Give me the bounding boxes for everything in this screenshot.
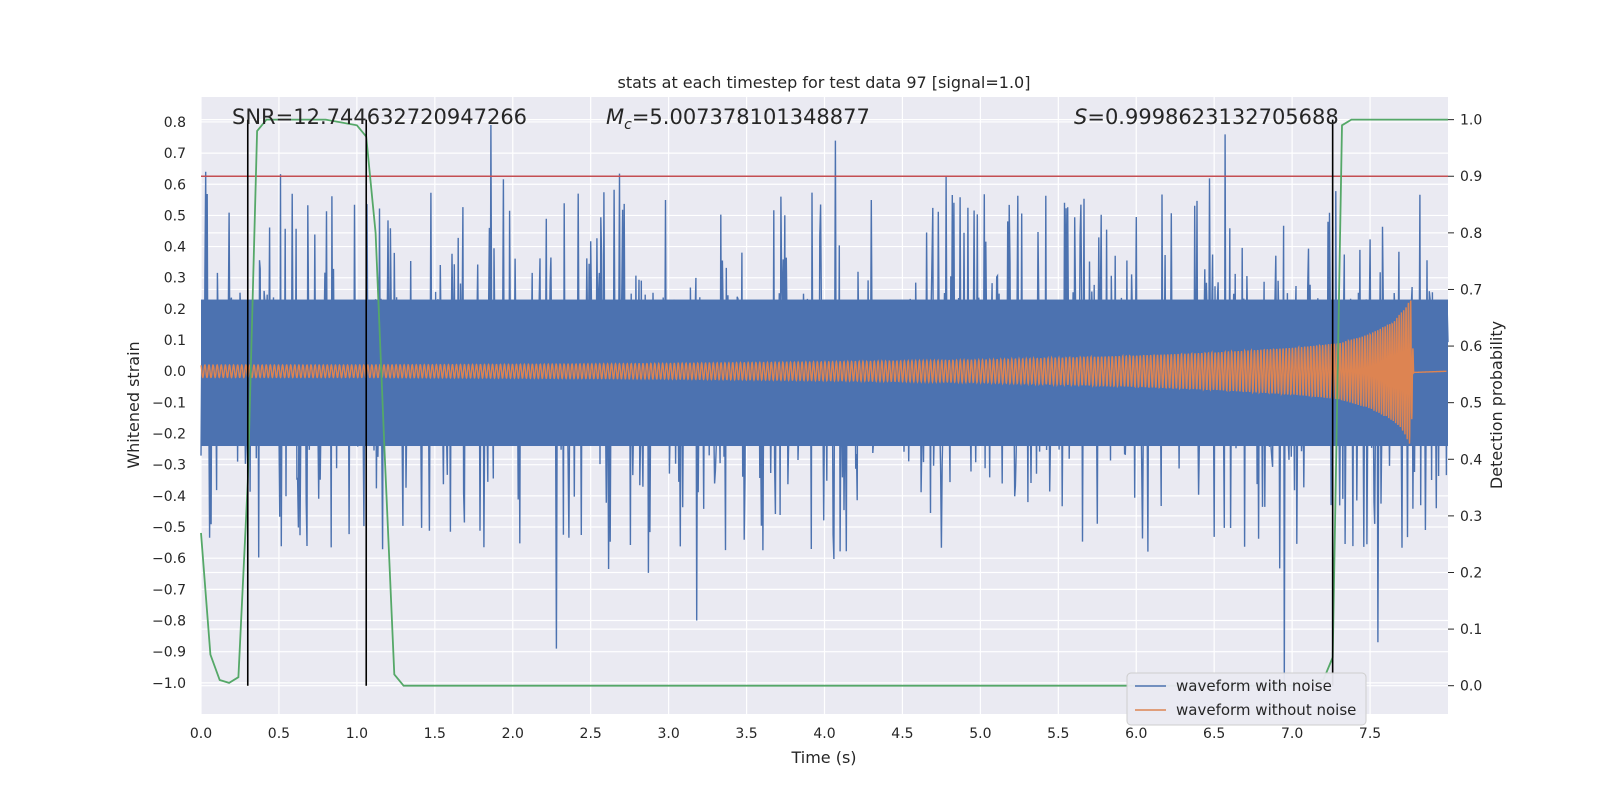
y-tick-label: 0.1 bbox=[164, 333, 186, 349]
x-tick-label: 6.5 bbox=[1203, 726, 1225, 742]
y-tick-label: −0.9 bbox=[152, 645, 186, 661]
y-tick-labels: 0.8 0.7 0.6 0.5 0.4 0.3 0.2 0.1 0.0 −0.1 −0.2 −0.3 −… bbox=[152, 115, 186, 692]
y-right-tick-label: 0.2 bbox=[1460, 565, 1482, 581]
y-tick-label: 0.3 bbox=[164, 271, 186, 287]
x-tick-label: 3.0 bbox=[657, 726, 679, 742]
chirp-mass-symbol: M bbox=[606, 105, 624, 129]
chirp-mass-annotation: Mc=5.007378101348877 bbox=[606, 105, 870, 133]
y-right-tick-label: 0.8 bbox=[1460, 226, 1482, 242]
y-tick-label: 0.7 bbox=[164, 146, 186, 162]
x-tick-label: 0.0 bbox=[190, 726, 212, 742]
y-tick-label: −0.8 bbox=[152, 614, 186, 630]
chirp-mass-subscript: c bbox=[624, 117, 632, 133]
x-tick-label: 4.5 bbox=[891, 726, 913, 742]
y-tick-label: 0.0 bbox=[164, 364, 186, 380]
x-tick-label: 3.5 bbox=[735, 726, 757, 742]
y-tick-label: 0.2 bbox=[164, 302, 186, 318]
y-tick-label: −0.5 bbox=[152, 520, 186, 536]
s-annotation: S=0.9998623132705688 bbox=[1074, 105, 1339, 129]
x-axis-label: Time (s) bbox=[790, 748, 856, 767]
x-tick-label: 5.5 bbox=[1047, 726, 1069, 742]
x-tick-label: 7.0 bbox=[1281, 726, 1303, 742]
y-right-axis-label: Detection probability bbox=[1487, 321, 1506, 489]
legend-label-noise: waveform with noise bbox=[1176, 677, 1332, 695]
y-tick-label: 0.6 bbox=[164, 177, 186, 193]
clean-trace bbox=[200, 300, 1447, 444]
y-tick-label: 0.5 bbox=[164, 208, 186, 224]
x-tick-label: 7.5 bbox=[1359, 726, 1381, 742]
series-detection-probability bbox=[200, 118, 1448, 687]
y-tick-label: −0.1 bbox=[152, 395, 186, 411]
chart-title: stats at each timestep for test data 97 … bbox=[618, 73, 1031, 92]
y-right-tick-label: 0.5 bbox=[1460, 396, 1482, 412]
x-tick-label: 5.0 bbox=[969, 726, 991, 742]
legend: waveform with noise waveform without noi… bbox=[1126, 672, 1367, 726]
y-tick-label: −0.4 bbox=[152, 489, 186, 505]
x-tick-label: 1.0 bbox=[346, 726, 368, 742]
x-tick-label: 2.5 bbox=[580, 726, 602, 742]
series-waveform-without-noise bbox=[200, 300, 1447, 444]
x-tick-label: 6.0 bbox=[1125, 726, 1147, 742]
y-tick-label: −0.2 bbox=[152, 427, 186, 443]
vertical-markers bbox=[246, 119, 1334, 686]
snr-annotation: SNR=12.744632720947266 bbox=[232, 105, 527, 129]
legend-label-clean: waveform without noise bbox=[1176, 701, 1356, 719]
y-right-tick-label: 0.4 bbox=[1460, 452, 1482, 468]
y-tick-label: −0.7 bbox=[152, 582, 186, 598]
y-tick-label: −0.6 bbox=[152, 551, 186, 567]
x-tick-labels: 0.0 0.5 1.0 1.5 2.0 2.5 3.0 3.5 4.0 4.5 5.0 5.5 6.0 6… bbox=[190, 726, 1381, 742]
y-right-tick-label: 0.9 bbox=[1460, 169, 1482, 185]
x-tick-label: 4.0 bbox=[813, 726, 835, 742]
x-tick-label: 0.5 bbox=[268, 726, 290, 742]
chirp-mass-value: =5.007378101348877 bbox=[632, 105, 870, 129]
x-tick-label: 1.5 bbox=[424, 726, 446, 742]
probability-trace bbox=[200, 118, 1448, 687]
y-right-tick-labels: 1.0 0.9 0.8 0.7 0.6 0.5 0.4 0.3 0.2 0.1 0.0 bbox=[1448, 113, 1482, 695]
y-right-tick-label: 0.0 bbox=[1460, 679, 1482, 695]
y-tick-label: −1.0 bbox=[152, 676, 186, 692]
y-right-tick-label: 0.7 bbox=[1460, 282, 1482, 298]
y-tick-label: 0.4 bbox=[164, 240, 186, 256]
s-value: =0.9998623132705688 bbox=[1087, 105, 1338, 129]
y-right-tick-label: 0.1 bbox=[1460, 622, 1482, 638]
x-tick-label: 2.0 bbox=[502, 726, 524, 742]
y-tick-label: −0.3 bbox=[152, 458, 186, 474]
y-axis-label: Whitened strain bbox=[124, 341, 143, 468]
y-right-tick-label: 1.0 bbox=[1460, 113, 1482, 129]
y-tick-label: 0.8 bbox=[164, 115, 186, 131]
legend-box bbox=[1126, 672, 1367, 726]
y-right-tick-label: 0.6 bbox=[1460, 339, 1482, 355]
y-right-tick-label: 0.3 bbox=[1460, 509, 1482, 525]
s-symbol: S bbox=[1074, 105, 1087, 129]
